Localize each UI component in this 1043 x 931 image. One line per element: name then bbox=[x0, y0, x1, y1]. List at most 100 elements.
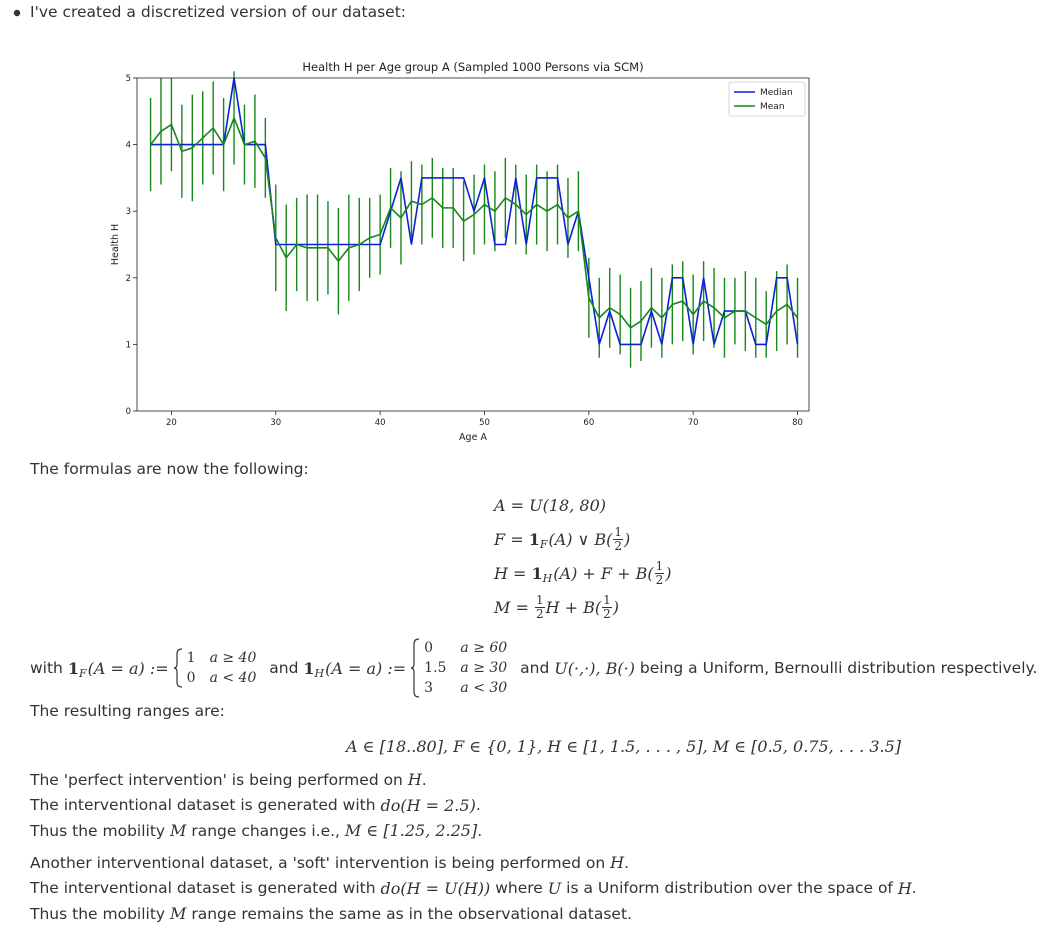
numerator: 1 bbox=[602, 592, 612, 608]
y-tick-label: 4 bbox=[126, 141, 131, 151]
math: U(·,·), B(·) bbox=[554, 658, 635, 678]
math: (A) + F + B( bbox=[553, 563, 654, 583]
text: where bbox=[490, 879, 548, 898]
numerator: 1 bbox=[534, 592, 545, 608]
formulas-intro: The formulas are now the following: bbox=[30, 460, 309, 478]
math: H bbox=[407, 770, 422, 790]
text: Another interventional dataset, a 'soft'… bbox=[30, 853, 611, 872]
x-tick-label: 70 bbox=[688, 418, 699, 428]
math: H bbox=[897, 878, 912, 898]
denominator: 2 bbox=[614, 538, 623, 553]
math: do(H = 2.5) bbox=[380, 795, 476, 815]
x-tick-label: 40 bbox=[375, 418, 386, 428]
text: . bbox=[477, 821, 483, 840]
math: U bbox=[547, 878, 562, 898]
legend-box bbox=[728, 81, 806, 117]
text: and bbox=[264, 659, 304, 677]
math: ) bbox=[665, 563, 672, 583]
math-indicator: 1 bbox=[528, 529, 540, 549]
text: The interventional dataset is generated … bbox=[30, 879, 381, 898]
text: . bbox=[624, 853, 630, 872]
x-tick-label: 60 bbox=[583, 418, 594, 428]
cases-table: 0 a ≥ 60 1.5 a ≥ 30 3 a < 30 bbox=[420, 638, 511, 698]
math: F = bbox=[494, 529, 529, 549]
intro-text: I've created a discretized version of ou… bbox=[30, 3, 406, 21]
math: M bbox=[170, 821, 187, 841]
cases: 1 a ≥ 40 0 a < 40 bbox=[173, 648, 261, 688]
y-axis-label: Health H bbox=[110, 224, 121, 265]
legend-label: Median bbox=[760, 88, 793, 98]
case-condition: a < 30 bbox=[460, 680, 508, 696]
case-row: 0 a ≥ 60 bbox=[420, 638, 511, 658]
x-tick-label: 50 bbox=[479, 418, 490, 428]
math: A = U(18, 80) bbox=[494, 495, 606, 515]
math: (A = a) := bbox=[325, 658, 407, 678]
paragraph-line: Thus the mobility M range changes i.e., … bbox=[30, 818, 482, 844]
text: . bbox=[421, 770, 427, 789]
paragraph-line: The interventional dataset is generated … bbox=[30, 876, 917, 902]
case-row: 1.5 a ≥ 30 bbox=[420, 658, 511, 678]
series-line bbox=[150, 77, 799, 346]
y-tick-label: 2 bbox=[126, 274, 131, 284]
math: ) bbox=[612, 597, 620, 617]
text: . bbox=[475, 796, 481, 815]
math: M bbox=[170, 904, 187, 924]
case-value: 3 bbox=[424, 680, 434, 696]
math: do(H = U(H)) bbox=[380, 878, 491, 898]
text: with bbox=[30, 659, 68, 677]
math: M = bbox=[494, 597, 534, 617]
chart-title: Health H per Age group A (Sampled 1000 P… bbox=[302, 60, 643, 74]
math-indicator: 1 bbox=[67, 658, 79, 678]
x-tick-label: 30 bbox=[270, 418, 281, 428]
cases-table: 1 a ≥ 40 0 a < 40 bbox=[183, 648, 261, 688]
y-tick-label: 3 bbox=[126, 207, 131, 217]
text: The 'perfect intervention' is being perf… bbox=[30, 770, 408, 789]
y-tick-label: 5 bbox=[126, 74, 131, 84]
cases: 0 a ≥ 60 1.5 a ≥ 30 3 a < 30 bbox=[410, 638, 511, 698]
math: H = bbox=[494, 563, 532, 583]
math: (A = a) := bbox=[87, 658, 169, 678]
bullet bbox=[13, 9, 21, 17]
formula: A = U(18, 80) bbox=[494, 488, 671, 522]
chart: Health H per Age group A (Sampled 1000 P… bbox=[110, 60, 810, 443]
text: is a Uniform distribution over the space… bbox=[561, 879, 898, 898]
math-indicator: 1 bbox=[303, 658, 315, 678]
case-row: 0 a < 40 bbox=[183, 668, 261, 688]
y-tick-label: 0 bbox=[126, 407, 131, 417]
text: being a Uniform, Bernoulli distribution … bbox=[634, 659, 1038, 677]
paragraph-line: The interventional dataset is generated … bbox=[30, 793, 482, 819]
paragraph: Another interventional dataset, a 'soft'… bbox=[30, 850, 917, 927]
case-row: 1 a ≥ 40 bbox=[183, 648, 261, 668]
denominator: 2 bbox=[655, 572, 664, 587]
denominator: 2 bbox=[535, 606, 544, 621]
case-value: 1 bbox=[186, 650, 196, 666]
text: The interventional dataset is generated … bbox=[30, 796, 381, 815]
case-condition: a ≥ 60 bbox=[460, 640, 508, 656]
legend-label: Mean bbox=[760, 102, 785, 112]
math: (A) ∨ B( bbox=[548, 529, 613, 549]
math: ) bbox=[624, 529, 631, 549]
paragraph: The 'perfect intervention' is being perf… bbox=[30, 767, 482, 844]
numerator: 1 bbox=[654, 558, 665, 574]
math-indicator: 1 bbox=[531, 563, 543, 583]
series-line bbox=[149, 115, 799, 329]
plot-frame bbox=[136, 77, 810, 412]
text: Thus the mobility bbox=[30, 821, 170, 840]
text: . bbox=[911, 879, 917, 898]
paragraph-line: The 'perfect intervention' is being perf… bbox=[30, 767, 482, 793]
formulas: A = U(18, 80) F = 1 F (A) ∨ B(1 2) H = 1 H (A) … bbox=[494, 488, 671, 624]
ranges-intro: The resulting ranges are: bbox=[30, 702, 225, 720]
math: H + B( bbox=[545, 597, 602, 617]
text: Thus the mobility bbox=[30, 904, 170, 923]
paragraph-line: Thus the mobility M range remains the sa… bbox=[30, 901, 917, 927]
brace bbox=[173, 648, 182, 688]
math-subscript: F bbox=[539, 537, 548, 551]
case-row: 3 a < 30 bbox=[420, 678, 511, 698]
x-tick-label: 80 bbox=[792, 418, 803, 428]
math-subscript: H bbox=[542, 571, 553, 585]
case-value: 0 bbox=[424, 640, 434, 656]
paragraph-line: Another interventional dataset, a 'soft'… bbox=[30, 850, 917, 876]
